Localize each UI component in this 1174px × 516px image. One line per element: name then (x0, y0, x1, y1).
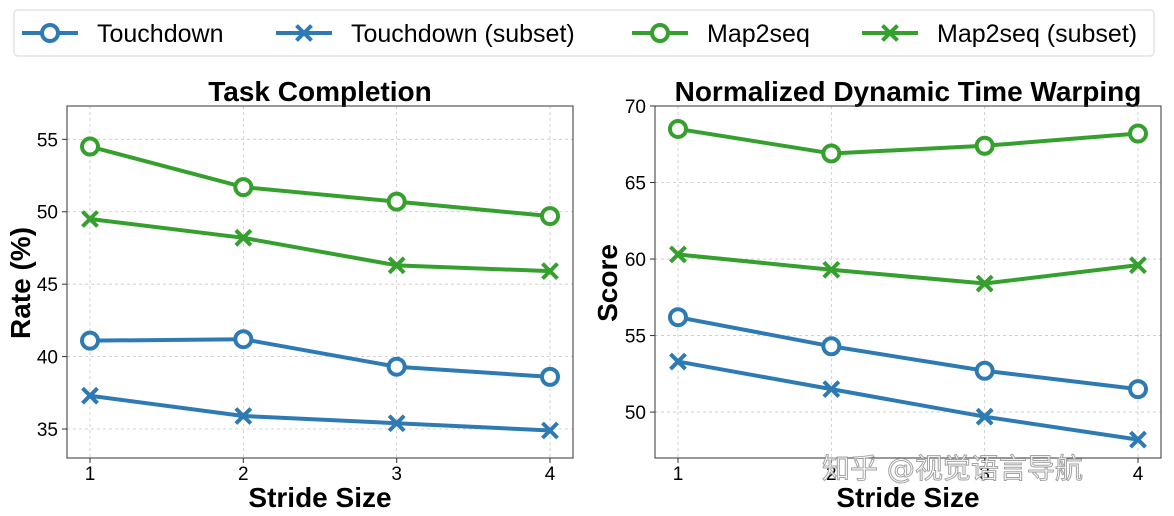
plot-frame (654, 105, 1162, 459)
x-tick-label: 3 (391, 464, 402, 485)
data-point (669, 245, 687, 264)
legend-label: Touchdown (subset) (351, 20, 575, 48)
data-point (81, 210, 99, 228)
watermark: 知乎 @视觉语言导航 (822, 452, 1083, 485)
series-map2seq (80, 136, 560, 227)
data-point (233, 329, 254, 350)
x-axis-label: Stride Size (248, 482, 391, 513)
y-tick-label: 55 (37, 130, 58, 151)
plot-frame (66, 105, 574, 459)
y-tick-label: 60 (625, 250, 646, 271)
legend-item: Map2seq (632, 20, 810, 48)
y-tick-label: 65 (625, 174, 646, 195)
legend: Touchdown Touchdown (subset) Map2seq Map2se… (13, 9, 1155, 57)
y-tick-label: 35 (37, 420, 58, 441)
chart-title: Normalized Dynamic Time Warping (675, 76, 1142, 107)
series-line (89, 337, 551, 379)
data-point (821, 336, 842, 357)
y-tick-label: 50 (37, 203, 58, 224)
legend-circle-marker (40, 23, 60, 43)
legend-label: Touchdown (97, 20, 223, 48)
series-line (89, 393, 551, 433)
x-tick-label: 4 (1133, 464, 1144, 485)
data-point (234, 228, 253, 247)
legend-frame (13, 9, 1155, 57)
data-point (234, 407, 253, 425)
y-tick-label: 40 (37, 348, 58, 369)
x-tick-label: 2 (826, 464, 837, 485)
x-tick-label: 1 (673, 464, 684, 485)
data-point (974, 360, 995, 381)
data-point (540, 366, 560, 387)
data-point (387, 256, 406, 275)
y-tick-label: 70 (625, 97, 646, 118)
series-line (89, 217, 551, 274)
data-point (1128, 379, 1148, 400)
data-point (822, 380, 841, 399)
data-point (974, 135, 995, 156)
legend-circle-marker (650, 23, 670, 43)
data-point (233, 177, 254, 198)
legend-label: Map2seq (subset) (937, 20, 1137, 48)
legend-label: Map2seq (707, 20, 810, 48)
series-line (677, 252, 1139, 286)
data-point (386, 356, 407, 377)
series-map2seq-subset (669, 245, 1147, 293)
legend-item: Touchdown (22, 20, 223, 48)
legend-item: Touchdown (subset) (276, 20, 575, 48)
data-point (668, 118, 688, 139)
series-line (677, 315, 1139, 392)
data-point (1128, 123, 1148, 144)
series-map2seq-subset (81, 210, 559, 281)
x-tick-label: 3 (979, 464, 990, 485)
data-point (975, 274, 994, 293)
x-tick-label: 1 (85, 464, 96, 485)
x-axis-label: Stride Size (836, 482, 979, 513)
legend-x-marker (295, 24, 313, 42)
data-point (821, 143, 842, 164)
data-point (975, 407, 994, 426)
data-point (1129, 256, 1147, 275)
series-map2seq (668, 118, 1148, 164)
x-tick-label: 4 (545, 464, 556, 485)
grid (655, 105, 1161, 458)
grid (67, 106, 573, 458)
series-line (89, 144, 551, 219)
data-point (668, 307, 688, 328)
legend-x-marker (881, 24, 899, 42)
y-tick-label: 45 (37, 275, 58, 296)
data-point (1129, 430, 1147, 449)
data-point (386, 191, 407, 212)
chart-title: Task Completion (208, 76, 432, 107)
series-line (677, 359, 1139, 442)
x-tick-label: 2 (238, 464, 249, 485)
series-touchdown-subset (669, 352, 1147, 449)
series-touchdown (80, 329, 560, 387)
y-axis-label: Score (592, 244, 623, 322)
chart-task-completion: Task Completion Stride Size Rate (%) 35 4… (5, 76, 574, 513)
chart-normalized-dtw: Normalized Dynamic Time Warping Stride S… (592, 76, 1162, 513)
series-touchdown (668, 307, 1148, 400)
data-point (541, 262, 559, 281)
data-point (540, 206, 560, 227)
data-point (541, 421, 559, 440)
y-tick-label: 50 (625, 403, 646, 424)
data-point (822, 260, 841, 279)
series-line (677, 126, 1139, 156)
data-point (669, 352, 687, 371)
y-tick-label: 55 (625, 327, 646, 348)
series-touchdown-subset (81, 386, 559, 440)
data-point (81, 386, 99, 405)
data-point (80, 330, 100, 351)
y-axis-label: Rate (%) (5, 227, 36, 339)
legend-item: Map2seq (subset) (862, 20, 1137, 48)
data-point (80, 136, 100, 157)
data-point (387, 414, 406, 433)
